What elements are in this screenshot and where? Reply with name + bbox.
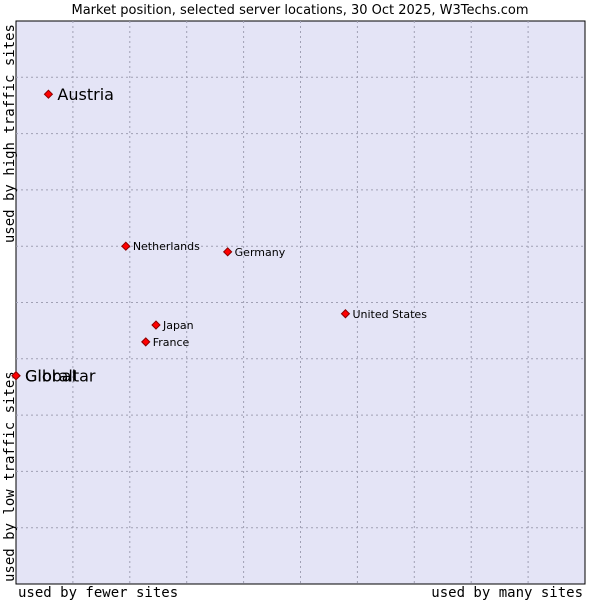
point-label-netherlands: Netherlands [133,240,200,253]
grid [16,21,585,584]
point-label-germany: Germany [235,246,286,259]
point-japan [151,320,161,330]
point-label-japan: Japan [162,319,194,332]
point-label-gibraltar: Gibraltar [25,367,96,386]
x-axis-label-left: used by fewer sites [18,585,178,600]
x-axis-label-right: used by many sites [431,585,583,600]
point-netherlands [121,241,131,251]
point-label-global: Global [25,367,76,386]
y-axis-label-bottom: used by low traffic sites [2,371,18,582]
point-label-united-states: United States [352,308,427,321]
point-austria [43,89,54,99]
point-label-france: France [153,336,190,349]
point-united-states [340,309,351,319]
point-germany [222,247,233,257]
point-label-austria: Austria [57,85,114,104]
y-axis-label-top: used by high traffic sites [2,24,18,243]
point-france [141,337,151,347]
chart-title: Market position, selected server locatio… [71,3,528,18]
point-global [11,370,21,381]
